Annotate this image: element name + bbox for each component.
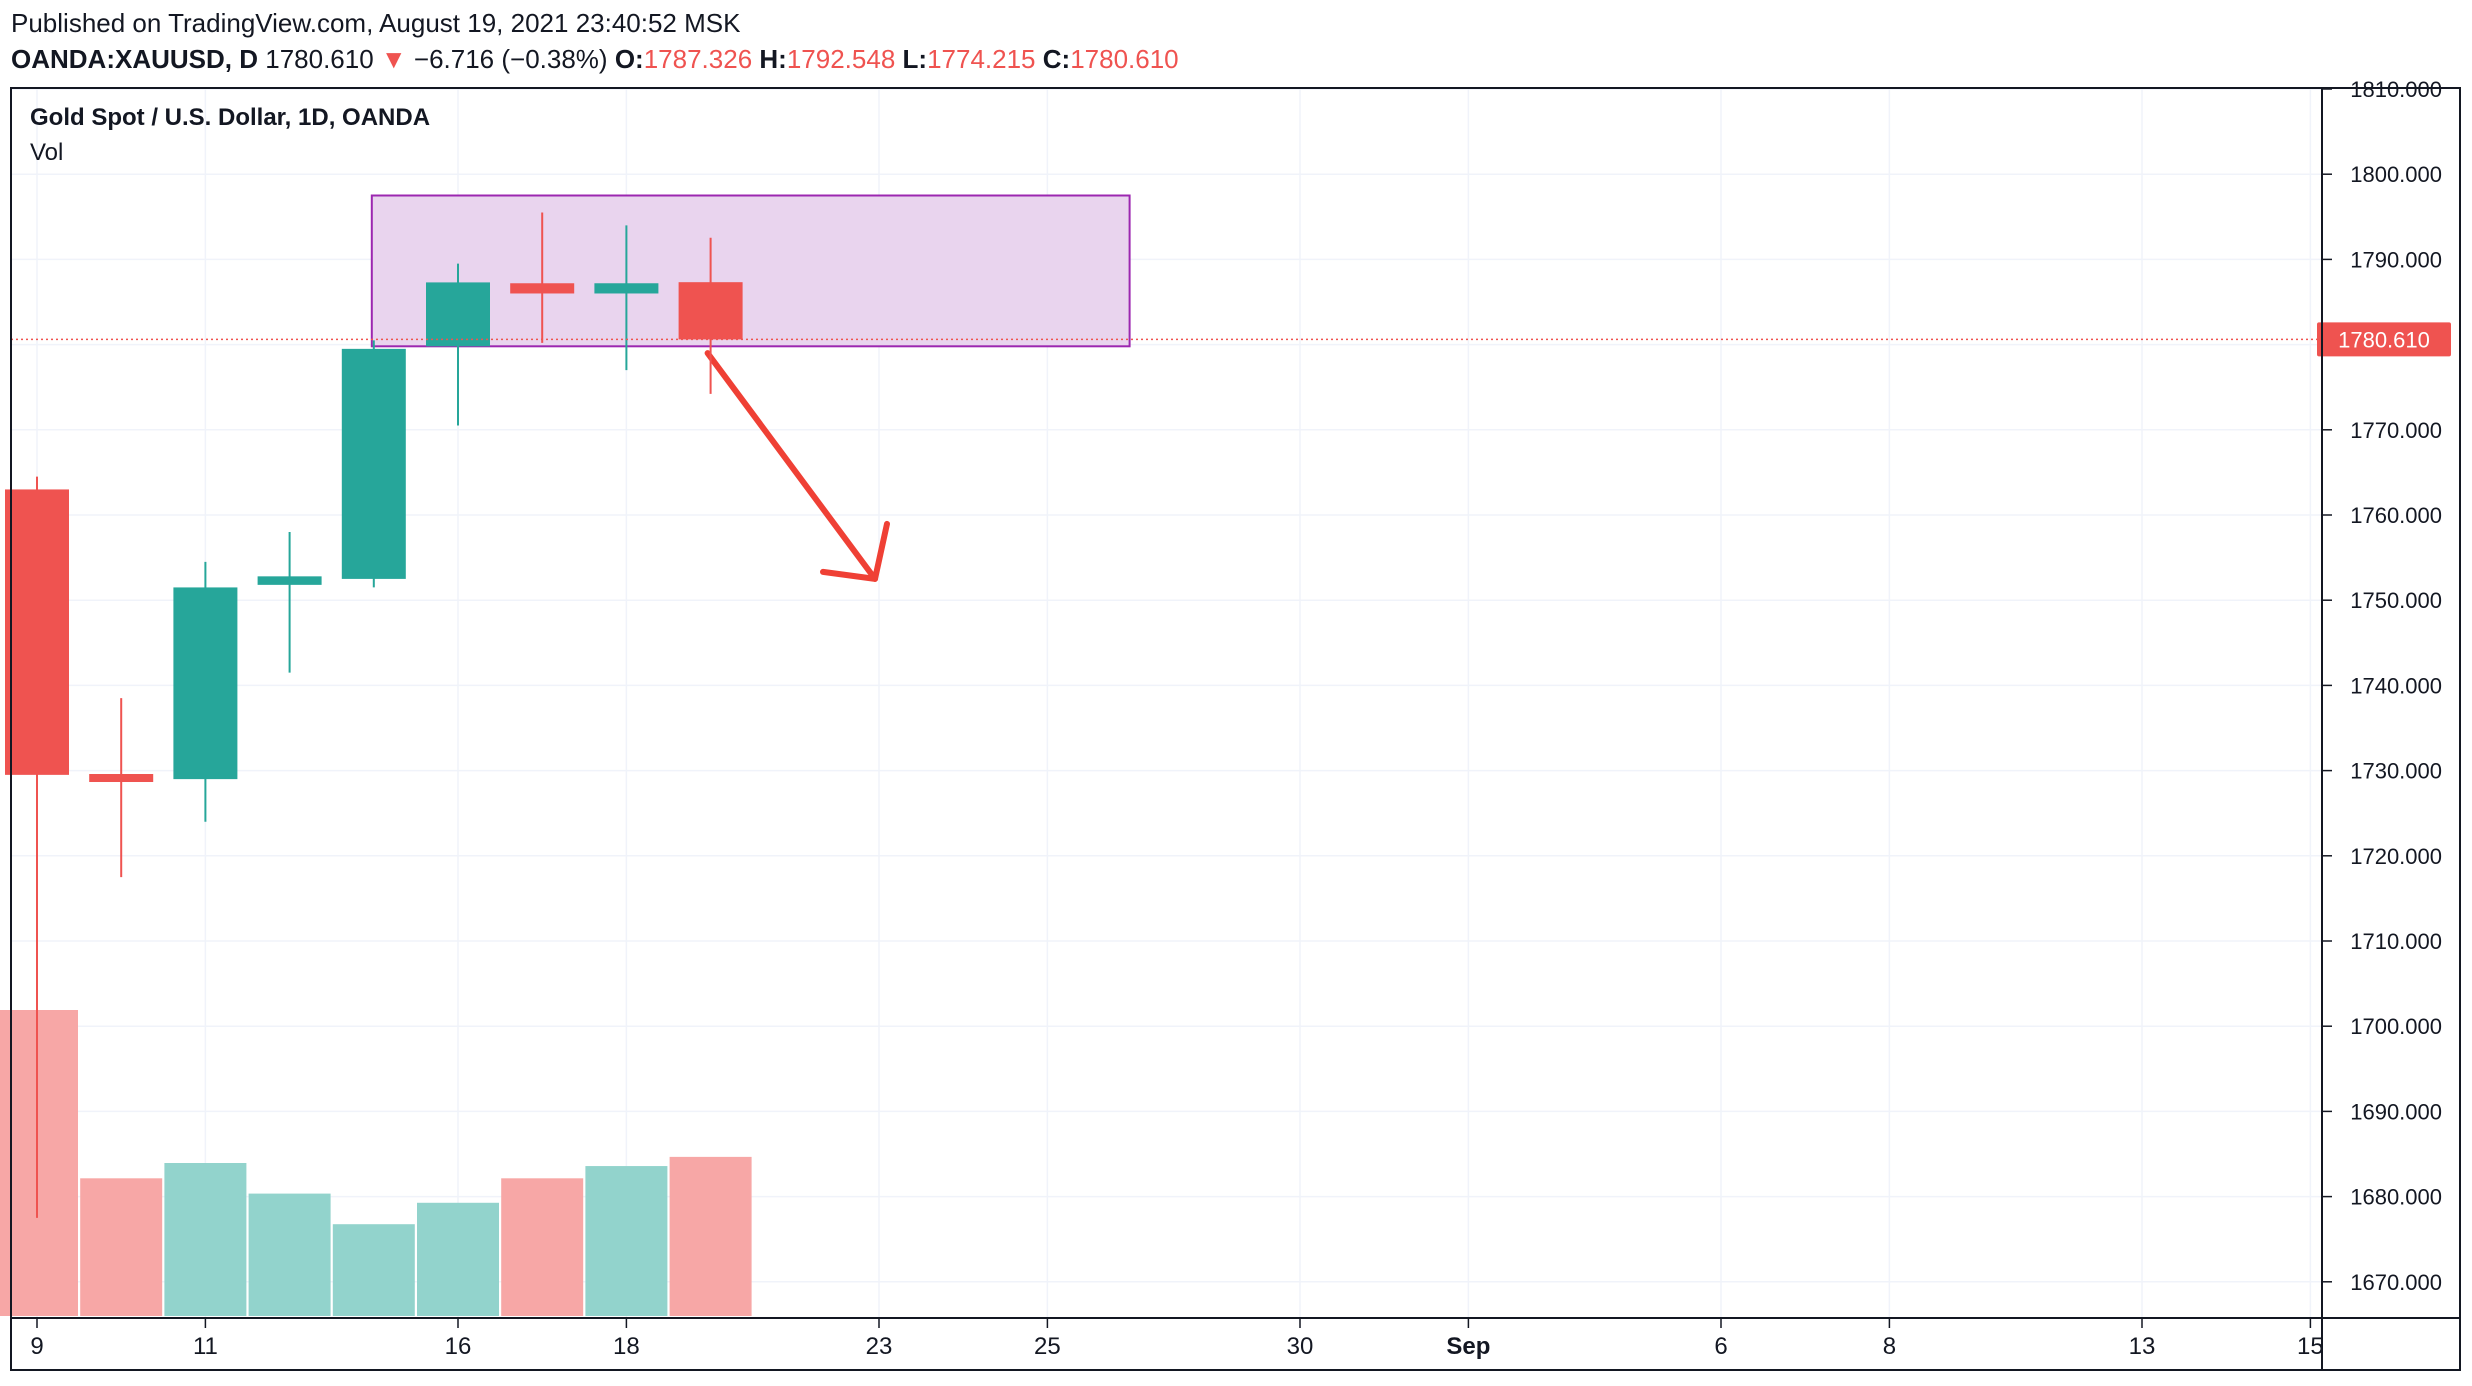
y-tick-label: 1810.000 (2350, 77, 2442, 102)
y-tick-label: 1700.000 (2350, 1014, 2442, 1039)
close-value: 1780.610 (1070, 44, 1179, 74)
candle-body[interactable] (510, 283, 575, 294)
y-tick-label: 1720.000 (2350, 844, 2442, 869)
y-tick-label: 1710.000 (2350, 929, 2442, 954)
volume-bar (417, 1202, 499, 1316)
open-value: 1787.326 (643, 44, 753, 74)
x-tick-label: 18 (613, 1333, 640, 1360)
high-label: H: (759, 44, 787, 74)
x-tick-label: 8 (1883, 1333, 1896, 1360)
high-value: 1792.548 (786, 44, 896, 74)
last-price-value: 1780.610 (265, 44, 374, 74)
y-tick-label: 1670.000 (2350, 1270, 2442, 1295)
grid-lines (11, 88, 2322, 1318)
annotations[interactable] (370, 194, 1131, 582)
candle[interactable] (257, 532, 322, 673)
volume-bar (501, 1178, 584, 1316)
x-tick-label: 9 (30, 1333, 43, 1360)
symbol-label[interactable]: OANDA:XAUUSD, D (11, 44, 258, 74)
y-tick-label: 1750.000 (2350, 588, 2442, 613)
last-price-tag-label: 1780.610 (2338, 327, 2430, 352)
candle-body[interactable] (89, 774, 154, 783)
volume-bar (248, 1193, 331, 1316)
y-tick-label: 1760.000 (2350, 503, 2442, 528)
arrow-annotation[interactable] (704, 350, 890, 582)
y-tick-label: 1740.000 (2350, 673, 2442, 698)
candle-body[interactable] (426, 282, 490, 347)
published-info: Published on TradingView.com, August 19,… (11, 8, 741, 38)
volume-bar (669, 1156, 752, 1316)
y-tick-label: 1790.000 (2350, 247, 2442, 272)
y-tick-label: 1770.000 (2350, 418, 2442, 443)
candle[interactable] (341, 340, 406, 588)
candle-body[interactable] (5, 489, 69, 775)
low-label: L: (902, 44, 928, 74)
y-tick-label: 1730.000 (2350, 759, 2442, 784)
candle-body[interactable] (341, 348, 406, 579)
candle[interactable] (173, 561, 238, 822)
arrow-line[interactable] (704, 350, 878, 582)
chart-legend-title[interactable]: Gold Spot / U.S. Dollar, 1D, OANDA (30, 104, 431, 131)
close-label: C: (1042, 44, 1071, 74)
low-value: 1774.215 (927, 44, 1036, 74)
candle-body[interactable] (594, 283, 659, 294)
y-tick-label: 1680.000 (2350, 1185, 2442, 1210)
candle[interactable] (426, 263, 490, 426)
x-tick-label: 23 (866, 1333, 893, 1360)
volume-bar (585, 1166, 668, 1316)
x-tick-label: 11 (193, 1333, 218, 1360)
volume-bar (164, 1163, 247, 1316)
candle[interactable] (594, 225, 659, 371)
y-tick-label: 1800.000 (2350, 162, 2442, 187)
x-tick-label: 25 (1034, 1333, 1061, 1360)
candle[interactable] (510, 212, 575, 343)
x-tick-label: 13 (2129, 1333, 2156, 1360)
volume-legend-label[interactable]: Vol (30, 139, 64, 166)
candle-body[interactable] (173, 587, 238, 780)
candle[interactable] (678, 237, 743, 394)
volume-bars (0, 1010, 752, 1316)
highlight-rectangle[interactable] (370, 194, 1131, 348)
volume-bar (0, 1010, 78, 1316)
x-tick-label: 30 (1287, 1333, 1314, 1360)
symbol-ohlc-line: OANDA:XAUUSD, D 1780.610 ▼ −6.716 (−0.38… (11, 44, 1179, 75)
candles[interactable] (5, 212, 743, 1218)
last-price-tag (2317, 322, 2451, 357)
candle[interactable] (5, 476, 69, 1218)
x-tick-label: 6 (1714, 1333, 1727, 1360)
volume-bar (332, 1224, 415, 1316)
candle-body[interactable] (678, 282, 743, 340)
x-tick-label: 15 (2297, 1333, 2324, 1360)
change-value: −6.716 (−0.38%) (413, 44, 608, 74)
candle-body[interactable] (257, 576, 322, 585)
open-label: O: (614, 44, 644, 74)
overlays: 1780.610 (10, 87, 2461, 1371)
arrow-head-icon (820, 520, 890, 582)
x-tick-label: 16 (445, 1333, 472, 1360)
chart-frame (10, 87, 2461, 1371)
volume-bar (80, 1178, 163, 1316)
change-down-arrow-icon: ▼ (380, 44, 407, 74)
y-tick-label: 1690.000 (2350, 1099, 2442, 1124)
candle[interactable] (89, 698, 154, 878)
x-tick-label: Sep (1446, 1333, 1490, 1360)
